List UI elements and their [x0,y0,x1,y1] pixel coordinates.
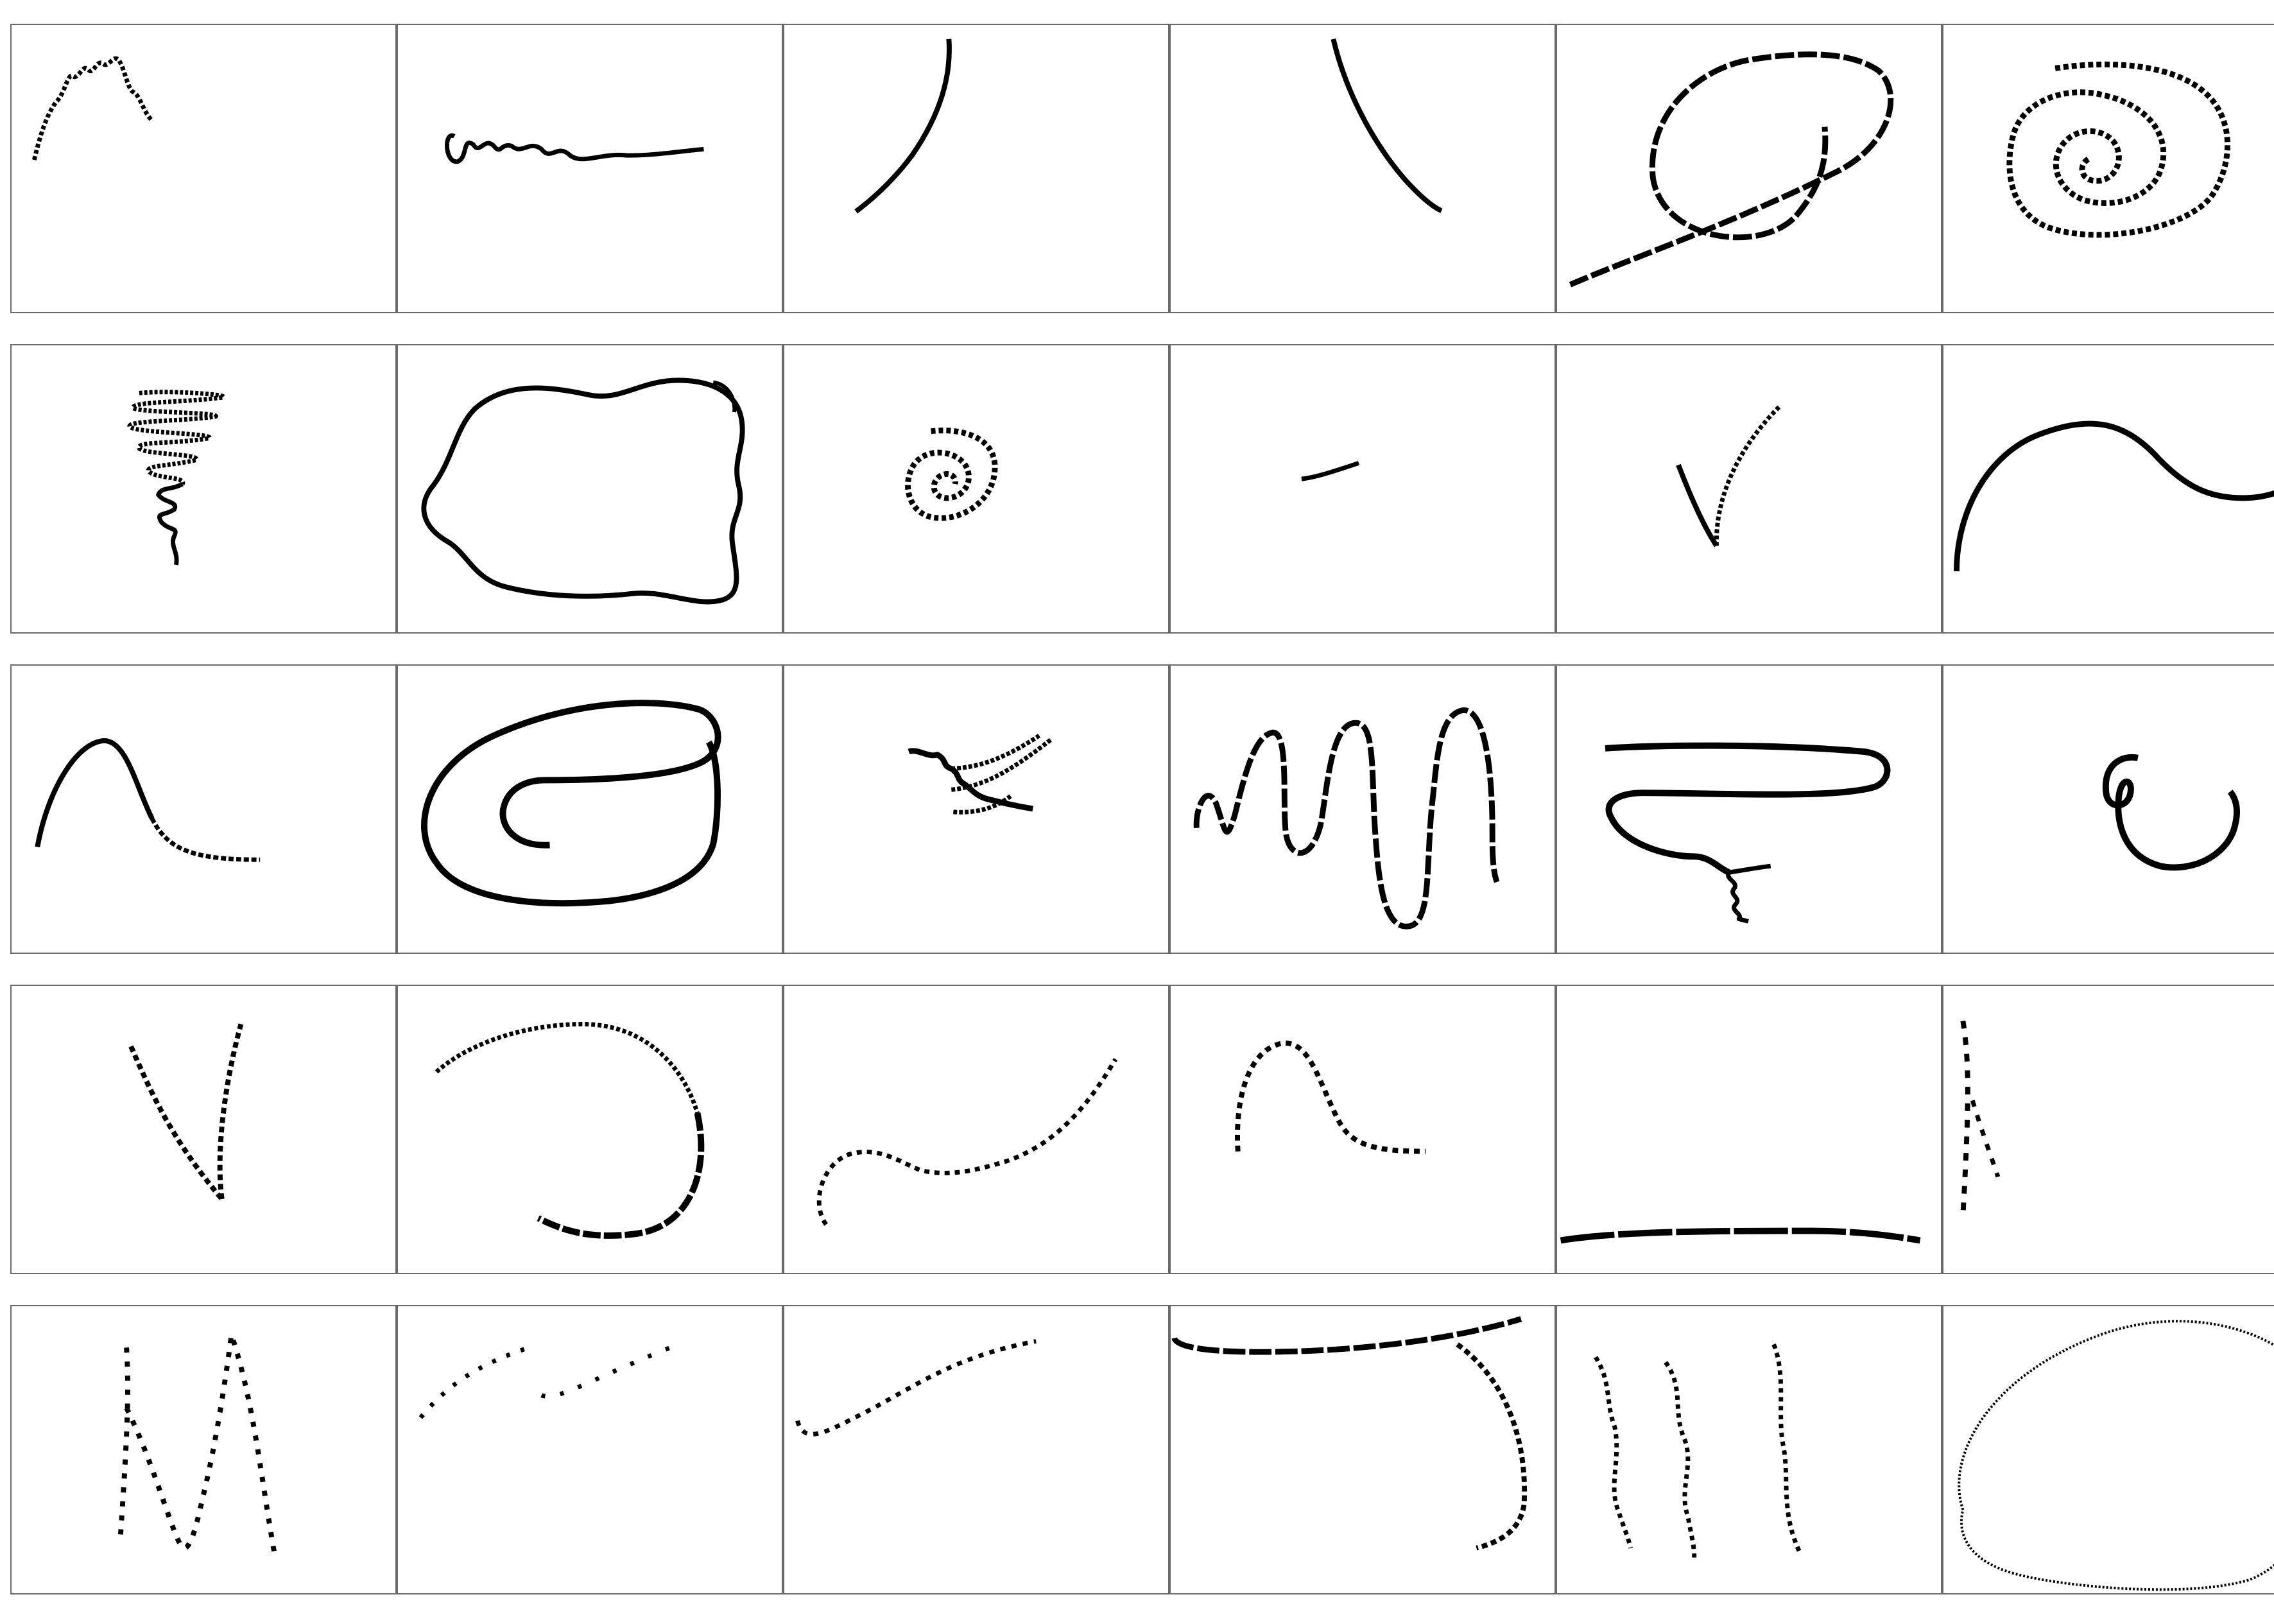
sketch-three-wavy-lines [1594,1343,1802,1558]
sketch-cell [783,664,1169,954]
sketch-cell [783,344,1169,634]
sketch-cell [10,344,397,634]
sketch-row [10,1305,2274,1596]
sketch-arc-right [1331,38,1443,214]
sketch-hump-curve [35,738,261,862]
sketch-spiral-small [905,428,998,521]
sketch-cell [1942,985,2274,1274]
sketch-vertical-strokes [1960,1020,2001,1216]
sketch-spiral-open-oval [421,700,721,907]
sketch-cell [1556,664,1942,954]
sketch-cell [1556,344,1942,634]
sketch-cell [783,1305,1169,1594]
sketch-zigzag-crossed [908,734,1054,815]
sketch-cell [1942,344,2274,634]
sketch-cell [10,664,397,954]
sketch-cell [1942,1305,2274,1594]
sketch-cell [783,985,1169,1274]
sketch-row [10,985,2274,1275]
sketch-hook-arc [435,1021,705,1239]
sketch-cell [397,1305,783,1594]
sketch-hook-with-zigzag [1605,742,1891,924]
sketch-s-curve [816,1058,1118,1226]
sketch-oval-large [1958,1320,2274,1591]
sketch-cell [1169,664,1556,954]
sketch-cell [1556,24,1942,313]
sketch-cell [1169,1305,1556,1594]
sketch-cell [1169,24,1556,313]
sketch-cell [1169,985,1556,1274]
sketch-loop-with-tail [1569,51,1894,288]
sketch-arc-left [854,39,952,214]
sketch-check-mark [1676,404,1782,548]
sketch-spiral-large [2006,61,2231,238]
sketch-cell [10,985,397,1274]
sketch-cell [1942,24,2274,313]
sketch-row [10,344,2274,635]
sketch-row [10,664,2274,955]
sketch-squiggle-m [31,56,154,160]
sketch-cell [1942,664,2274,954]
sketch-hook-corner [1171,1316,1528,1551]
sketch-cell [1556,985,1942,1274]
sketch-letter-m [117,1332,277,1552]
sketch-horizontal-line [1560,1227,1921,1244]
sketch-hump-small [1235,1041,1426,1154]
sketch-v-shape [128,1023,244,1201]
sketch-cell [1169,344,1556,634]
sketch-zigzag-tornado [127,390,226,566]
sketch-cell [10,24,397,313]
sketch-row [10,24,2274,315]
sketch-cell [783,24,1169,313]
sketch-dotted-dashes [418,1342,680,1419]
sketch-cell [397,24,783,313]
sketch-rising-curve [795,1339,1037,1437]
sketch-wave-s [1954,420,2274,571]
sketch-short-dash [1301,461,1360,481]
sketch-cursive-scribble [445,133,704,164]
sketch-cell [10,1305,397,1594]
sketch-blob-outline [421,377,745,605]
sketch-cell [1556,1305,1942,1594]
sketch-curl-loop [2102,754,2240,871]
sketch-meander-wave [1193,707,1500,929]
sketch-cell [397,985,783,1274]
sketch-cell [397,344,783,634]
sketch-cell [397,664,783,954]
